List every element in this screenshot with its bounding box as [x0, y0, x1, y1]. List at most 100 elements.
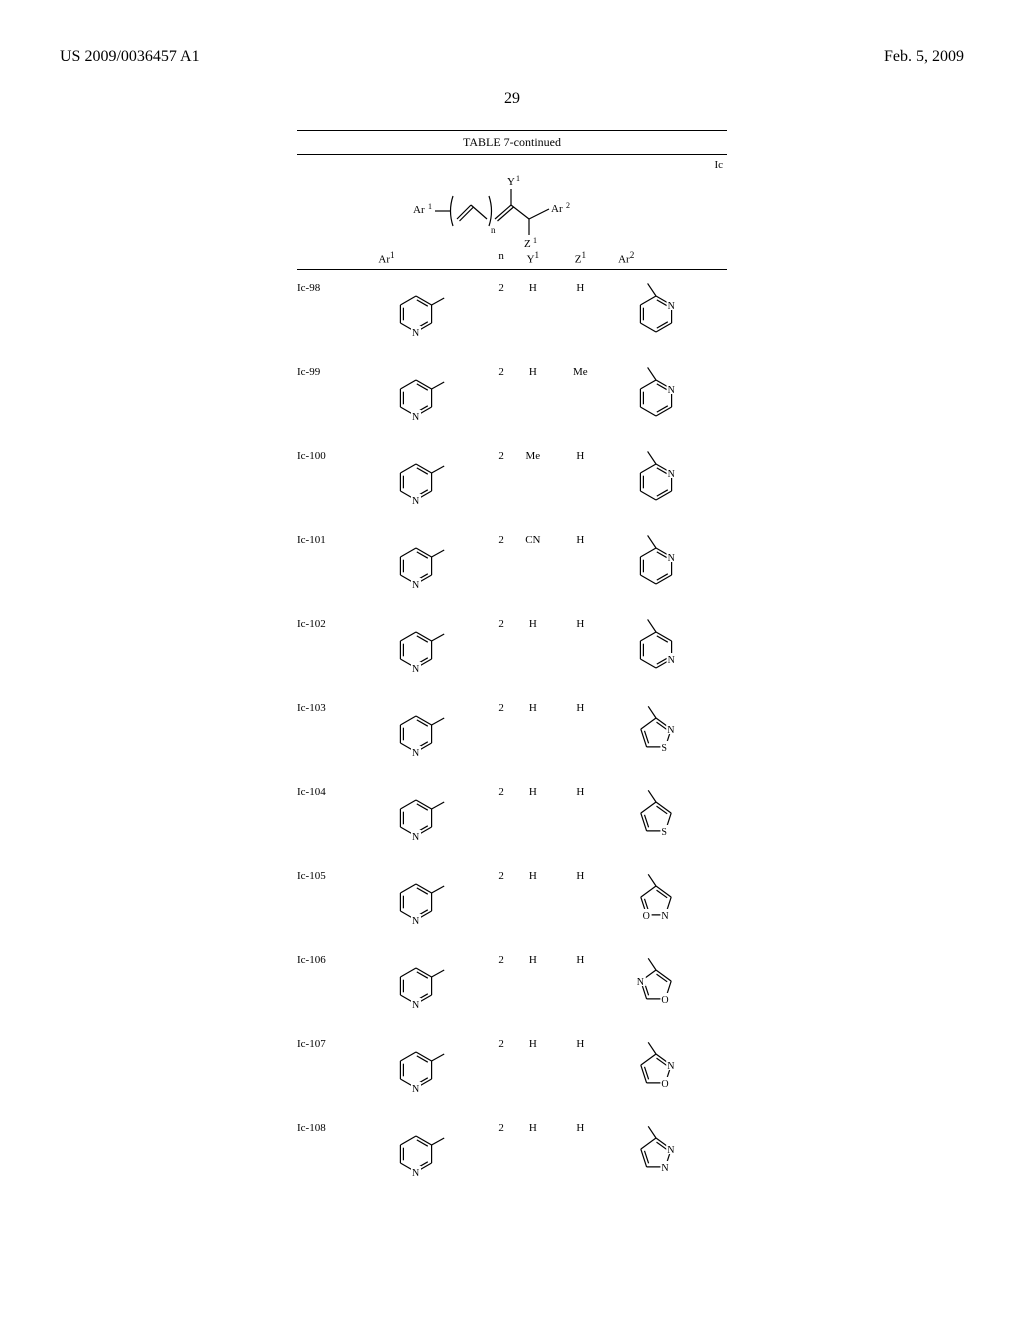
col-header-y1: Y1	[515, 250, 551, 266]
row-ar1-structure: N	[356, 528, 487, 601]
svg-text:N: N	[412, 664, 419, 675]
row-ar2-structure: N	[610, 360, 727, 433]
svg-text:N: N	[661, 911, 668, 922]
row-z1: H	[551, 612, 610, 630]
row-y1: H	[515, 948, 551, 966]
svg-text:N: N	[637, 977, 644, 988]
row-n: 2	[487, 948, 515, 966]
table-row: Ic-106N2HHON	[297, 948, 727, 1026]
row-n: 2	[487, 1116, 515, 1134]
row-n: 2	[487, 276, 515, 294]
row-ar2-structure: N	[610, 276, 727, 349]
row-z1: H	[551, 1032, 610, 1050]
row-y1: H	[515, 360, 551, 378]
svg-text:N: N	[668, 301, 675, 312]
row-id: Ic-98	[297, 276, 356, 294]
row-ar2-structure: NN	[610, 1116, 727, 1189]
row-ar2-structure: ON	[610, 948, 727, 1021]
row-ar1-structure: N	[356, 948, 487, 1021]
table-row: Ic-104N2HHS	[297, 780, 727, 858]
svg-text:N: N	[412, 1084, 419, 1095]
row-n: 2	[487, 1032, 515, 1050]
row-id: Ic-108	[297, 1116, 356, 1134]
publication-date: Feb. 5, 2009	[884, 48, 964, 66]
rows-container: Ic-98N2HHNIc-99N2HMeNIc-100N2MeHNIc-101N…	[297, 276, 727, 1194]
svg-text:S: S	[661, 743, 667, 754]
svg-text:1: 1	[533, 236, 537, 245]
svg-text:1: 1	[428, 202, 432, 211]
table-title: TABLE 7-continued	[297, 130, 727, 150]
row-ar1-structure: N	[356, 276, 487, 349]
svg-text:N: N	[668, 469, 675, 480]
svg-text:N: N	[412, 580, 419, 591]
row-y1: H	[515, 780, 551, 798]
formula-label: Ic	[714, 159, 723, 171]
svg-text:O: O	[643, 911, 650, 922]
svg-text:O: O	[661, 1079, 668, 1090]
col-header-n: n	[487, 250, 515, 266]
row-ar1-structure: N	[356, 1116, 487, 1189]
svg-text:N: N	[412, 328, 419, 339]
svg-text:n: n	[491, 225, 496, 235]
row-z1: H	[551, 1116, 610, 1134]
row-id: Ic-106	[297, 948, 356, 966]
svg-text:N: N	[667, 725, 674, 736]
row-ar1-structure: N	[356, 1032, 487, 1105]
row-z1: H	[551, 780, 610, 798]
row-z1: H	[551, 276, 610, 294]
row-id: Ic-100	[297, 444, 356, 462]
table-row: Ic-99N2HMeN	[297, 360, 727, 438]
svg-text:N: N	[412, 496, 419, 507]
col-header-z1: Z1	[551, 250, 610, 266]
row-z1: H	[551, 444, 610, 462]
row-n: 2	[487, 696, 515, 714]
row-id: Ic-103	[297, 696, 356, 714]
row-ar1-structure: N	[356, 864, 487, 937]
row-y1: CN	[515, 528, 551, 546]
generic-formula-structure: Ar 1 n Y 1 Z	[407, 169, 627, 249]
row-n: 2	[487, 864, 515, 882]
table-row: Ic-103N2HHSN	[297, 696, 727, 774]
row-n: 2	[487, 528, 515, 546]
table-row: Ic-98N2HHN	[297, 276, 727, 354]
row-id: Ic-107	[297, 1032, 356, 1050]
row-ar1-structure: N	[356, 360, 487, 433]
svg-text:N: N	[667, 1145, 674, 1156]
svg-text:S: S	[661, 827, 667, 838]
row-y1: H	[515, 1116, 551, 1134]
table-row: Ic-101N2CNHN	[297, 528, 727, 606]
svg-text:Ar: Ar	[551, 203, 563, 215]
row-id: Ic-102	[297, 612, 356, 630]
svg-text:1: 1	[516, 174, 520, 183]
svg-text:N: N	[412, 832, 419, 843]
row-z1: Me	[551, 360, 610, 378]
row-y1: H	[515, 1032, 551, 1050]
row-ar2-structure: ON	[610, 1032, 727, 1105]
row-z1: H	[551, 696, 610, 714]
row-z1: H	[551, 948, 610, 966]
svg-text:2: 2	[566, 201, 570, 210]
svg-text:N: N	[668, 385, 675, 396]
row-ar1-structure: N	[356, 612, 487, 685]
table-row: Ic-108N2HHNN	[297, 1116, 727, 1194]
row-ar2-structure: N	[610, 528, 727, 601]
table-row: Ic-107N2HHON	[297, 1032, 727, 1110]
svg-text:N: N	[412, 748, 419, 759]
svg-text:Y: Y	[507, 176, 515, 188]
row-y1: Me	[515, 444, 551, 462]
row-ar2-structure: ON	[610, 864, 727, 937]
table-row: Ic-100 N 2MeH N	[297, 444, 727, 522]
row-y1: H	[515, 864, 551, 882]
row-n: 2	[487, 360, 515, 378]
row-y1: H	[515, 696, 551, 714]
table-row: Ic-102N2HHN	[297, 612, 727, 690]
row-id: Ic-105	[297, 864, 356, 882]
page-header: US 2009/0036457 A1 Feb. 5, 2009	[0, 0, 1024, 74]
row-n: 2	[487, 780, 515, 798]
row-n: 2	[487, 612, 515, 630]
row-n: 2	[487, 444, 515, 462]
row-z1: H	[551, 864, 610, 882]
svg-text:N: N	[661, 1163, 668, 1174]
svg-text:O: O	[661, 995, 668, 1006]
row-id: Ic-104	[297, 780, 356, 798]
